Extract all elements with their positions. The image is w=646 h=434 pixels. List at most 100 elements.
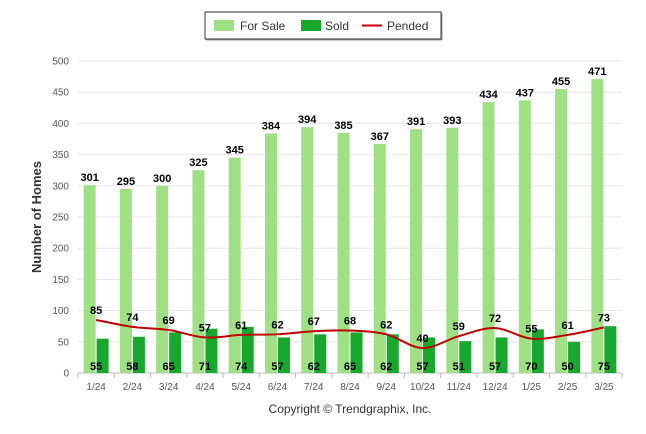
label-sold: 70 xyxy=(525,361,537,373)
x-tick-label: 4/24 xyxy=(195,382,215,393)
y-tick-label: 50 xyxy=(58,337,70,348)
label-sold: 62 xyxy=(380,361,392,373)
x-tick-label: 2/24 xyxy=(123,382,143,393)
legend-label: Sold xyxy=(325,19,349,33)
data-labels: 301 55 295 58 300 65 325 71 345 74 384 57 394 62 385 65… xyxy=(80,66,610,373)
bar-for-sale xyxy=(301,127,314,373)
label-pended: 61 xyxy=(561,320,573,332)
bar-sold xyxy=(568,341,581,373)
bar-for-sale xyxy=(591,79,604,373)
x-tick-label: 7/24 xyxy=(304,382,324,393)
label-for-sale: 384 xyxy=(262,120,281,132)
x-tick-label: 3/24 xyxy=(159,382,179,393)
label-for-sale: 471 xyxy=(588,66,606,78)
bar-for-sale xyxy=(264,133,277,373)
label-pended: 62 xyxy=(271,319,283,331)
label-for-sale: 394 xyxy=(298,114,317,126)
gridlines xyxy=(78,60,622,374)
label-pended: 72 xyxy=(489,313,501,325)
bar-for-sale xyxy=(192,170,205,373)
bar-sold xyxy=(277,337,290,373)
y-tick-label: 250 xyxy=(52,213,69,224)
label-pended: 61 xyxy=(235,320,247,332)
x-tick-label: 9/24 xyxy=(377,382,397,393)
bar-sold xyxy=(205,328,218,373)
x-axis: 1/24 2/24 3/24 4/24 5/24 6/24 7/24 8/24 9/24 10/2… xyxy=(77,373,623,393)
label-sold: 57 xyxy=(416,361,428,373)
x-tick-label: 11/24 xyxy=(447,382,472,393)
bar-sold xyxy=(386,334,399,373)
y-axis: 0 50 100 150 200 250 300 350 400 450 500 xyxy=(52,57,69,380)
label-pended: 85 xyxy=(90,305,102,317)
bar-sold xyxy=(314,334,327,373)
label-for-sale: 300 xyxy=(153,173,171,185)
label-for-sale: 325 xyxy=(189,157,207,169)
bar-for-sale xyxy=(518,100,531,373)
bar-for-sale xyxy=(228,157,241,373)
label-for-sale: 391 xyxy=(407,116,425,128)
pended-line xyxy=(95,318,605,350)
bar-for-sale xyxy=(482,102,495,374)
label-for-sale: 393 xyxy=(443,115,461,127)
label-for-sale: 301 xyxy=(80,172,98,184)
bar-sold xyxy=(169,332,182,373)
x-tick-label: 2/25 xyxy=(558,382,578,393)
y-tick-label: 150 xyxy=(52,275,69,286)
label-sold: 57 xyxy=(489,361,501,373)
bar-for-sale xyxy=(83,185,96,373)
label-sold: 65 xyxy=(344,361,356,373)
legend-label: Pended xyxy=(387,19,428,33)
label-sold: 58 xyxy=(126,361,138,373)
y-tick-label: 500 xyxy=(52,57,69,68)
label-pended: 69 xyxy=(163,315,175,327)
label-sold: 57 xyxy=(271,361,283,373)
bar-sold xyxy=(495,337,508,373)
bar-for-sale xyxy=(337,132,350,373)
bar-sold xyxy=(350,332,363,373)
bar-sold xyxy=(96,338,109,373)
y-tick-label: 400 xyxy=(52,119,69,130)
label-pended: 59 xyxy=(453,321,465,333)
label-for-sale: 367 xyxy=(371,131,389,143)
legend-box xyxy=(204,11,442,40)
y-tick-label: 350 xyxy=(52,150,69,161)
label-sold: 65 xyxy=(163,361,175,373)
x-tick-label: 1/25 xyxy=(522,382,542,393)
label-pended: 68 xyxy=(344,316,356,328)
label-pended: 73 xyxy=(598,312,610,324)
label-sold: 62 xyxy=(308,361,320,373)
label-sold: 50 xyxy=(561,361,573,373)
bar-sold xyxy=(531,329,544,373)
label-for-sale: 385 xyxy=(334,120,352,132)
label-sold: 74 xyxy=(235,361,248,373)
bar-sold xyxy=(459,341,472,373)
bar-for-sale xyxy=(410,129,423,373)
y-axis-label: Number of Homes xyxy=(29,161,44,273)
y-tick-label: 0 xyxy=(63,369,69,380)
label-pended: 55 xyxy=(525,324,537,336)
label-pended: 62 xyxy=(380,319,392,331)
label-for-sale: 345 xyxy=(226,145,244,157)
bars xyxy=(83,79,617,374)
label-pended: 67 xyxy=(308,316,320,328)
bar-sold xyxy=(132,336,145,373)
label-for-sale: 455 xyxy=(552,76,570,88)
bar-for-sale xyxy=(373,143,386,373)
x-tick-label: 6/24 xyxy=(268,382,288,393)
copyright-text: Copyright © Trendgraphix, Inc. xyxy=(269,402,432,416)
bar-for-sale xyxy=(555,89,568,373)
y-tick-label: 100 xyxy=(52,306,69,317)
x-tick-label: 10/24 xyxy=(410,382,435,393)
x-tick-label: 3/25 xyxy=(594,382,614,393)
label-sold: 51 xyxy=(453,361,465,373)
label-sold: 55 xyxy=(90,361,102,373)
bar-for-sale xyxy=(119,188,132,373)
label-sold: 71 xyxy=(199,361,211,373)
x-tick-label: 1/24 xyxy=(86,382,106,393)
x-tick-label: 5/24 xyxy=(231,382,251,393)
pended-line-path xyxy=(95,318,605,350)
label-pended: 57 xyxy=(199,322,211,334)
legend-label: For Sale xyxy=(240,19,286,33)
legend: For Sale Sold Pended xyxy=(204,11,443,41)
